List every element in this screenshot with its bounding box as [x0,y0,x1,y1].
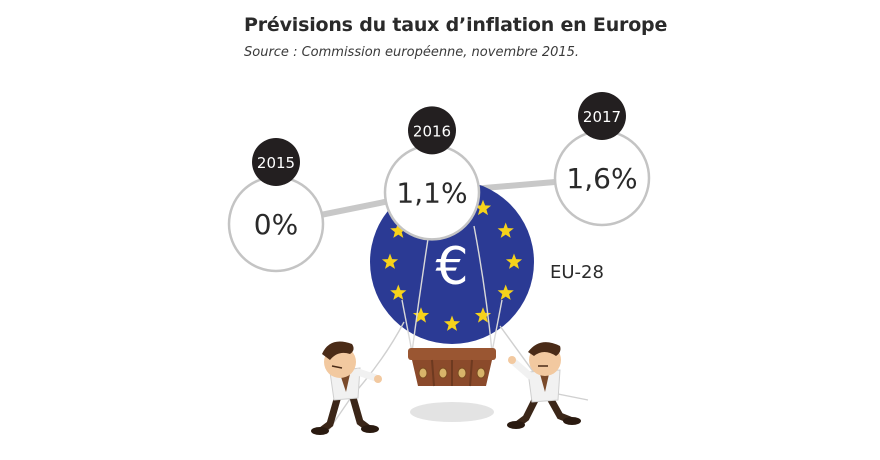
chart-source: Source : Commission européenne, novembre… [244,45,580,60]
star-icon [412,307,430,323]
data-point-2017: 2017 1,6% [553,92,651,227]
value-label-2016: 1,1% [396,176,467,209]
star-icon [497,284,514,300]
year-badge-2016 [408,106,456,155]
year-label-2017: 2017 [583,108,621,126]
euro-symbol: € [435,237,468,297]
star-icon [443,315,461,331]
data-point-2016: 2016 1,1% [383,106,481,241]
year-label-2016: 2016 [413,122,451,140]
ground-shadow [410,402,494,422]
star-icon [381,253,399,269]
balloon-basket [408,348,496,387]
year-badge-2015 [252,138,300,186]
star-icon [390,222,407,238]
series-label: EU-28 [550,262,604,283]
value-label-2015: 0% [254,208,298,241]
star-icon [474,307,492,323]
star-icon [505,253,523,269]
value-label-2017: 1,6% [566,162,637,195]
person-left-illustration [311,341,382,435]
year-label-2015: 2015 [257,154,295,172]
person-right-illustration [507,342,581,429]
data-point-2015: 2015 0% [227,138,325,273]
star-icon [474,199,492,216]
star-icon [390,284,407,300]
star-icon [497,222,514,238]
year-badge-2017 [578,92,626,140]
chart-title: Prévisions du taux d’inflation en Europe [244,14,668,36]
